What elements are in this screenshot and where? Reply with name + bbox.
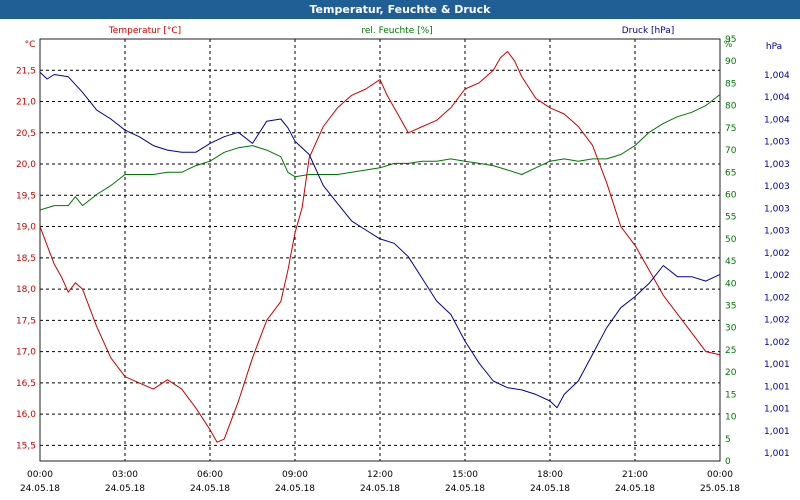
- x-tick-date: 24.05.18: [360, 484, 400, 494]
- humidity-tick-label: 95: [725, 35, 736, 45]
- pressure-unit-label: hPa: [766, 42, 782, 52]
- pressure-tick-label: 1,002: [764, 293, 790, 303]
- humidity-tick-label: 90: [725, 57, 737, 67]
- chart-title: Temperatur, Feuchte & Druck: [0, 0, 800, 19]
- x-tick-time: 03:00: [112, 470, 138, 480]
- pressure-tick-label: 1,003: [764, 204, 790, 214]
- temperature-tick-label: 19,5: [16, 191, 36, 201]
- temperature-tick-label: 19,0: [16, 223, 36, 233]
- pressure-tick-label: 1,003: [764, 182, 790, 192]
- temperature-tick-labels: 15,5 16,0 16,5 17,0 17,5 18,0 18,5 19,0 19,5 20,0…: [16, 66, 36, 451]
- x-tick-date: 25.05.18: [700, 484, 740, 494]
- pressure-tick-label: 1,003: [764, 227, 790, 237]
- humidity-tick-label: 85: [725, 79, 736, 89]
- plot-frame: [39, 38, 721, 462]
- x-tick-time: 00:00: [27, 470, 53, 480]
- x-tick-labels: 00:00 24.05.18 03:00 24.05.18 06:00 24.05.18 0…: [20, 470, 740, 494]
- humidity-tick-label: 30: [725, 324, 737, 334]
- x-tick-date: 24.05.18: [615, 484, 655, 494]
- temperature-tick-label: 16,5: [16, 379, 36, 389]
- pressure-tick-label: 1,001: [764, 360, 790, 370]
- x-tick-time: 09:00: [282, 470, 308, 480]
- humidity-axis-label: rel. Feuchte [%]: [361, 26, 432, 36]
- humidity-tick-label: 50: [725, 235, 737, 245]
- humidity-tick-label: 25: [725, 346, 736, 356]
- pressure-tick-label: 1,003: [764, 160, 790, 170]
- humidity-tick-labels: 0 5 10 15 20 25 30 35 40 45 50 55 60 65 70 75 80 85 90 95: [725, 35, 737, 467]
- humidity-tick-label: 60: [725, 190, 737, 200]
- temperature-tick-label: 17,0: [16, 348, 36, 358]
- temperature-tick-label: 18,0: [16, 285, 36, 295]
- x-tick-date: 24.05.18: [275, 484, 315, 494]
- x-tick-time: 00:00: [707, 470, 733, 480]
- humidity-tick-label: 75: [725, 124, 736, 134]
- pressure-tick-label: 1,001: [764, 449, 790, 459]
- series-lines: [39, 51, 721, 443]
- pressure-tick-label: 1,001: [764, 427, 790, 437]
- humidity-tick-label: 40: [725, 279, 737, 289]
- humidity-tick-label: 35: [725, 302, 736, 312]
- x-tick-date: 24.05.18: [190, 484, 230, 494]
- grid: [40, 39, 720, 461]
- pressure-axis-label: Druck [hPa]: [622, 26, 675, 36]
- humidity-series-line: [39, 94, 721, 211]
- x-tick-time: 15:00: [452, 470, 478, 480]
- chart: 15,5 16,0 16,5 17,0 17,5 18,0 18,5 19,0 19,5 20,0…: [0, 19, 800, 500]
- pressure-tick-label: 1,002: [764, 249, 790, 259]
- humidity-tick-label: 0: [725, 457, 731, 467]
- humidity-unit-label: %: [724, 40, 733, 50]
- humidity-tick-label: 45: [725, 257, 736, 267]
- temperature-tick-label: 21,0: [16, 98, 36, 108]
- humidity-tick-label: 70: [725, 146, 737, 156]
- pressure-tick-label: 1,002: [764, 271, 790, 281]
- pressure-tick-label: 1,004: [764, 93, 790, 103]
- pressure-tick-label: 1,004: [764, 71, 790, 81]
- x-tick-date: 24.05.18: [530, 484, 570, 494]
- pressure-tick-label: 1,002: [764, 316, 790, 326]
- pressure-tick-label: 1,001: [764, 382, 790, 392]
- x-tick-date: 24.05.18: [445, 484, 485, 494]
- pressure-tick-label: 1,004: [764, 115, 790, 125]
- temperature-axis-label: Temperatur [°C]: [108, 26, 181, 36]
- temperature-tick-label: 20,5: [16, 129, 36, 139]
- x-tick-time: 21:00: [622, 470, 648, 480]
- x-tick-time: 12:00: [367, 470, 393, 480]
- temperature-tick-label: 21,5: [16, 66, 36, 76]
- humidity-tick-label: 80: [725, 102, 737, 112]
- humidity-tick-label: 55: [725, 213, 736, 223]
- pressure-series-line: [39, 71, 721, 409]
- temperature-series-line: [39, 51, 721, 443]
- x-tick-date: 24.05.18: [20, 484, 60, 494]
- x-tick-time: 18:00: [537, 470, 563, 480]
- x-tick-date: 24.05.18: [105, 484, 145, 494]
- temperature-tick-label: 17,5: [16, 316, 36, 326]
- pressure-tick-label: 1,001: [764, 405, 790, 415]
- humidity-tick-label: 65: [725, 168, 736, 178]
- temperature-tick-label: 20,0: [16, 160, 36, 170]
- humidity-tick-label: 5: [725, 435, 731, 445]
- humidity-tick-label: 10: [725, 413, 737, 423]
- pressure-tick-label: 1,002: [764, 338, 790, 348]
- pressure-tick-label: 1,003: [764, 138, 790, 148]
- chart-background: [0, 19, 800, 500]
- pressure-tick-labels: 1,001 1,001 1,001 1,001 1,001 1,002 1,002 1,002…: [764, 71, 790, 459]
- x-tick-time: 06:00: [197, 470, 223, 480]
- temperature-tick-label: 15,5: [16, 441, 36, 451]
- temperature-tick-label: 16,0: [16, 410, 36, 420]
- humidity-tick-label: 20: [725, 368, 737, 378]
- temperature-tick-label: 18,5: [16, 254, 36, 264]
- humidity-tick-label: 15: [725, 390, 736, 400]
- temperature-unit-label: °C: [25, 40, 36, 50]
